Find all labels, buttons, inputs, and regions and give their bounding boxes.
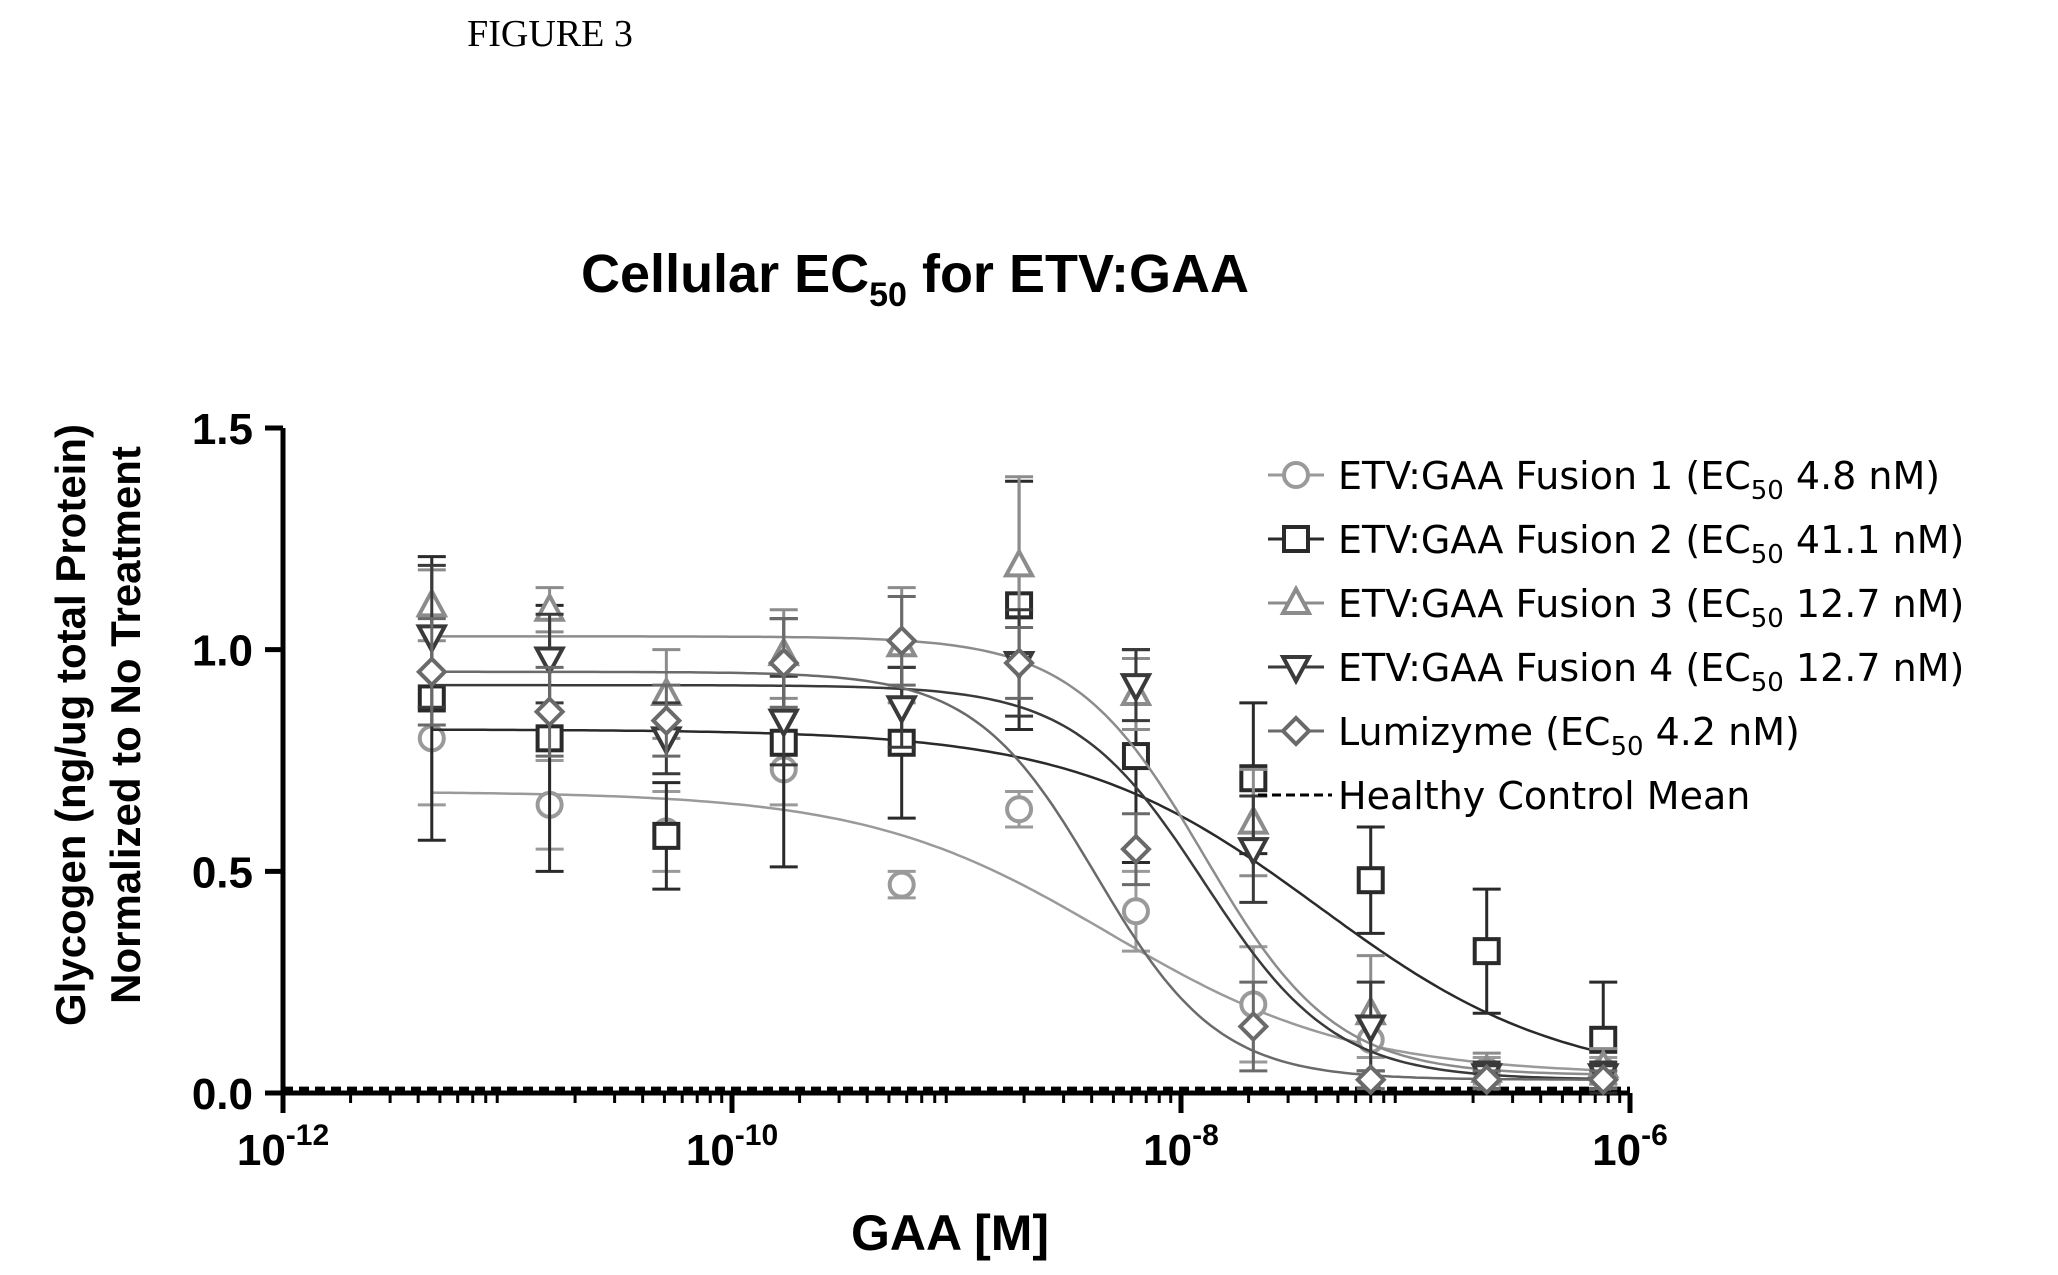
y-tick-label: 1.5 (192, 405, 253, 454)
fit-curve-lumizyme (431, 670, 1604, 1081)
fit-curve-fusion2 (431, 728, 1604, 1055)
x-tick-label: 10-8 (1143, 1119, 1219, 1175)
legend-label: ETV:GAA Fusion 4 (EC50 12.7 nM) (1338, 646, 1964, 698)
fit-curve-fusion1 (431, 791, 1604, 1072)
legend-label: ETV:GAA Fusion 1 (EC50 4.8 nM) (1338, 454, 1940, 506)
data-point-lumizyme (1120, 833, 1152, 865)
legend-item-lumizyme: Lumizyme (EC50 4.2 nM) (1268, 710, 1800, 762)
legend-label: Lumizyme (EC50 4.2 nM) (1338, 710, 1800, 762)
series-lumizyme (415, 594, 1620, 1096)
legend: ETV:GAA Fusion 1 (EC50 4.8 nM) ETV:GAA Fu… (1258, 454, 1964, 818)
data-point-fusion1 (1121, 897, 1150, 926)
data-point-lumizyme (1470, 1063, 1503, 1096)
data-point-fusion1 (1005, 795, 1034, 824)
data-point-fusion2 (1356, 866, 1385, 895)
chart-title-suffix: for ETV:GAA (907, 244, 1249, 304)
data-point-fusion4 (1236, 837, 1270, 868)
data-point-fusion4 (885, 695, 919, 726)
legend-marker-fusion2 (1282, 525, 1310, 553)
y-axis-label-line1: Glycogen (ng/ug total Protein) (47, 424, 94, 1026)
chart-title: Cellular EC50 for ETV:GAA (581, 244, 1249, 314)
x-tick-label: 10-10 (686, 1119, 778, 1175)
legend-label: ETV:GAA Fusion 2 (EC50 41.1 nM) (1338, 518, 1964, 570)
legend-item-fusion2: ETV:GAA Fusion 2 (EC50 41.1 nM) (1268, 518, 1964, 570)
figure-caption: FIGURE 3 (467, 13, 633, 55)
legend-item-fusion3: ETV:GAA Fusion 3 (EC50 12.7 nM) (1268, 582, 1964, 634)
chart-title-sub: 50 (869, 276, 907, 314)
data-point-fusion2 (1472, 937, 1501, 966)
fit-curve-fusion3 (431, 635, 1604, 1076)
data-point-lumizyme (1354, 1063, 1387, 1096)
data-point-fusion4 (767, 708, 801, 739)
y-axis-label-line2: Normalized to No Treatment (102, 446, 149, 1004)
legend-item-fusion1: ETV:GAA Fusion 1 (EC50 4.8 nM) (1268, 454, 1940, 506)
legend-marker-fusion4 (1279, 655, 1313, 686)
y-tick-label: 0.5 (192, 848, 253, 897)
x-axis-label: GAA [M] (851, 1205, 1049, 1261)
x-tick-label: 10-12 (237, 1119, 329, 1175)
data-point-lumizyme (1587, 1063, 1620, 1096)
chart-title-main: Cellular EC (581, 244, 869, 304)
legend-label: ETV:GAA Fusion 3 (EC50 12.7 nM) (1338, 582, 1964, 634)
legend-marker-fusion3 (1279, 584, 1313, 615)
data-point-fusion1 (887, 870, 916, 899)
data-point-lumizyme (650, 704, 683, 737)
legend-marker-fusion1 (1282, 461, 1310, 489)
y-axis-label: Glycogen (ng/ug total Protein) Normalize… (47, 424, 149, 1026)
data-point-lumizyme (767, 647, 800, 679)
data-point-fusion3 (1002, 547, 1036, 578)
legend-label: Healthy Control Mean (1338, 774, 1750, 818)
y-tick-label: 1.0 (192, 627, 253, 676)
data-point-fusion4 (533, 646, 566, 677)
legend-item-fusion4: ETV:GAA Fusion 4 (EC50 12.7 nM) (1268, 646, 1964, 698)
data-point-fusion4 (1119, 673, 1153, 704)
x-tick-label: 10-6 (1592, 1119, 1668, 1175)
data-point-lumizyme (1237, 1010, 1270, 1043)
plot-area: 0.0 0.5 1.0 1.5 10-12 10-10 10-8 10-6 (192, 405, 1668, 1175)
fit-curve-fusion4 (431, 683, 1604, 1081)
data-point-lumizyme (415, 656, 448, 688)
data-point-fusion2 (1121, 742, 1150, 771)
data-point-fusion2 (652, 821, 681, 850)
legend-marker-lumizyme (1280, 715, 1312, 747)
data-point-lumizyme (1003, 647, 1035, 679)
data-point-fusion4 (1354, 1014, 1388, 1045)
legend-item-healthy: Healthy Control Mean (1258, 774, 1750, 818)
data-point-lumizyme (533, 695, 566, 728)
y-tick-label: 0.0 (192, 1070, 253, 1119)
data-point-lumizyme (885, 624, 918, 657)
